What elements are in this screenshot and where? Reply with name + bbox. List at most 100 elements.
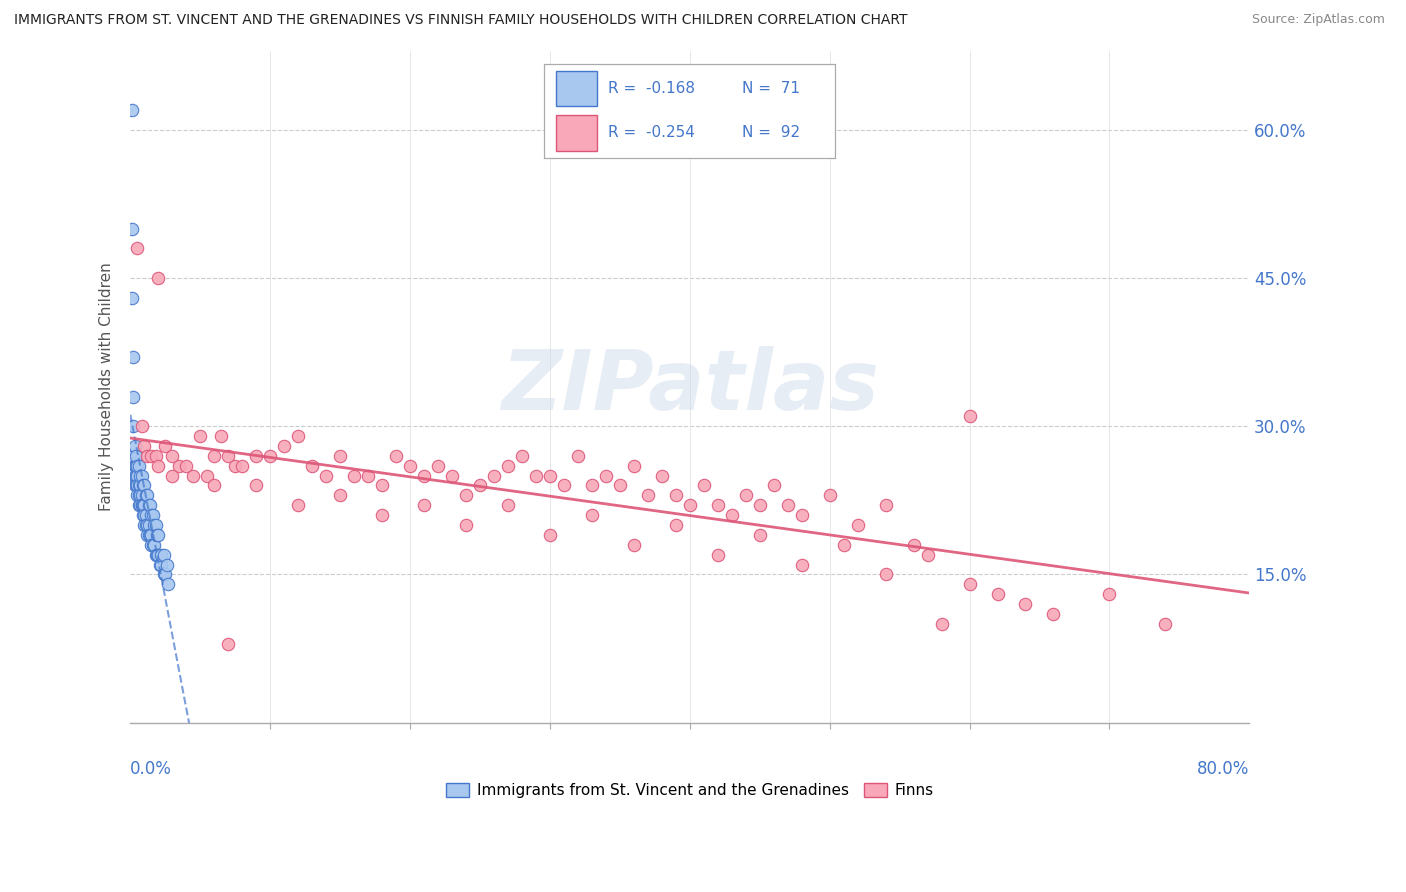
Point bbox=[301, 458, 323, 473]
Point bbox=[141, 538, 163, 552]
Point bbox=[329, 488, 352, 502]
Point bbox=[169, 458, 191, 473]
Point bbox=[482, 468, 505, 483]
Point bbox=[131, 419, 153, 434]
Point bbox=[217, 449, 239, 463]
Point bbox=[121, 291, 143, 305]
Point bbox=[127, 488, 149, 502]
Point bbox=[138, 518, 160, 533]
Point bbox=[665, 488, 688, 502]
Point bbox=[145, 449, 167, 463]
Point bbox=[148, 271, 170, 285]
Point bbox=[127, 468, 149, 483]
Point bbox=[124, 458, 146, 473]
Point bbox=[149, 558, 172, 572]
Point bbox=[538, 528, 561, 542]
Point bbox=[148, 528, 170, 542]
Point bbox=[623, 538, 645, 552]
Point bbox=[134, 439, 156, 453]
Point bbox=[134, 478, 156, 492]
Point bbox=[679, 498, 702, 512]
Point bbox=[454, 488, 477, 502]
Text: IMMIGRANTS FROM ST. VINCENT AND THE GRENADINES VS FINNISH FAMILY HOUSEHOLDS WITH: IMMIGRANTS FROM ST. VINCENT AND THE GREN… bbox=[14, 13, 907, 28]
Point bbox=[259, 449, 281, 463]
Point bbox=[121, 221, 143, 235]
Point bbox=[145, 548, 167, 562]
Point bbox=[181, 468, 204, 483]
Point bbox=[125, 458, 148, 473]
Point bbox=[496, 498, 519, 512]
Point bbox=[231, 458, 253, 473]
Point bbox=[150, 558, 173, 572]
Point bbox=[959, 577, 981, 591]
Point bbox=[609, 478, 631, 492]
Point bbox=[748, 498, 770, 512]
Point bbox=[651, 468, 673, 483]
Point bbox=[468, 478, 491, 492]
Point bbox=[524, 468, 547, 483]
Point bbox=[174, 458, 197, 473]
Point bbox=[959, 409, 981, 424]
Point bbox=[129, 488, 152, 502]
Point bbox=[138, 528, 160, 542]
Point bbox=[188, 429, 211, 443]
Point bbox=[875, 567, 897, 582]
Point bbox=[1098, 587, 1121, 601]
Point bbox=[315, 468, 337, 483]
Point bbox=[245, 478, 267, 492]
Text: Source: ZipAtlas.com: Source: ZipAtlas.com bbox=[1251, 13, 1385, 27]
Point bbox=[846, 518, 869, 533]
Point bbox=[287, 498, 309, 512]
Point bbox=[567, 449, 589, 463]
Point bbox=[202, 449, 225, 463]
Point bbox=[155, 439, 177, 453]
Point bbox=[581, 508, 603, 522]
Point bbox=[127, 478, 149, 492]
Point bbox=[124, 478, 146, 492]
Point bbox=[122, 449, 145, 463]
Point bbox=[131, 498, 153, 512]
Point bbox=[141, 508, 163, 522]
Point bbox=[136, 528, 159, 542]
Point bbox=[136, 518, 159, 533]
Point bbox=[273, 439, 295, 453]
Point bbox=[128, 488, 150, 502]
Point bbox=[441, 468, 464, 483]
Text: 80.0%: 80.0% bbox=[1197, 760, 1250, 778]
Point bbox=[790, 558, 813, 572]
Point bbox=[129, 468, 152, 483]
Point bbox=[142, 508, 165, 522]
Point bbox=[553, 478, 575, 492]
Point bbox=[413, 498, 436, 512]
Point bbox=[128, 458, 150, 473]
Point bbox=[125, 468, 148, 483]
Point bbox=[139, 528, 162, 542]
Point bbox=[157, 577, 180, 591]
Point bbox=[146, 548, 169, 562]
Point bbox=[134, 498, 156, 512]
Point bbox=[146, 528, 169, 542]
Point bbox=[134, 518, 156, 533]
Point bbox=[153, 548, 176, 562]
Point bbox=[287, 429, 309, 443]
Point bbox=[135, 518, 157, 533]
Point bbox=[734, 488, 756, 502]
Point bbox=[1154, 616, 1177, 631]
Point bbox=[224, 458, 246, 473]
Point bbox=[357, 468, 380, 483]
Point bbox=[125, 449, 148, 463]
Point bbox=[413, 468, 436, 483]
Point bbox=[510, 449, 533, 463]
Point bbox=[132, 498, 155, 512]
Point bbox=[124, 458, 146, 473]
Point bbox=[136, 449, 159, 463]
Point bbox=[132, 478, 155, 492]
Point bbox=[832, 538, 855, 552]
Point bbox=[143, 518, 166, 533]
Point bbox=[1042, 607, 1064, 621]
Point bbox=[454, 518, 477, 533]
Point bbox=[707, 548, 730, 562]
Point bbox=[986, 587, 1008, 601]
Point bbox=[124, 468, 146, 483]
Point bbox=[371, 478, 394, 492]
